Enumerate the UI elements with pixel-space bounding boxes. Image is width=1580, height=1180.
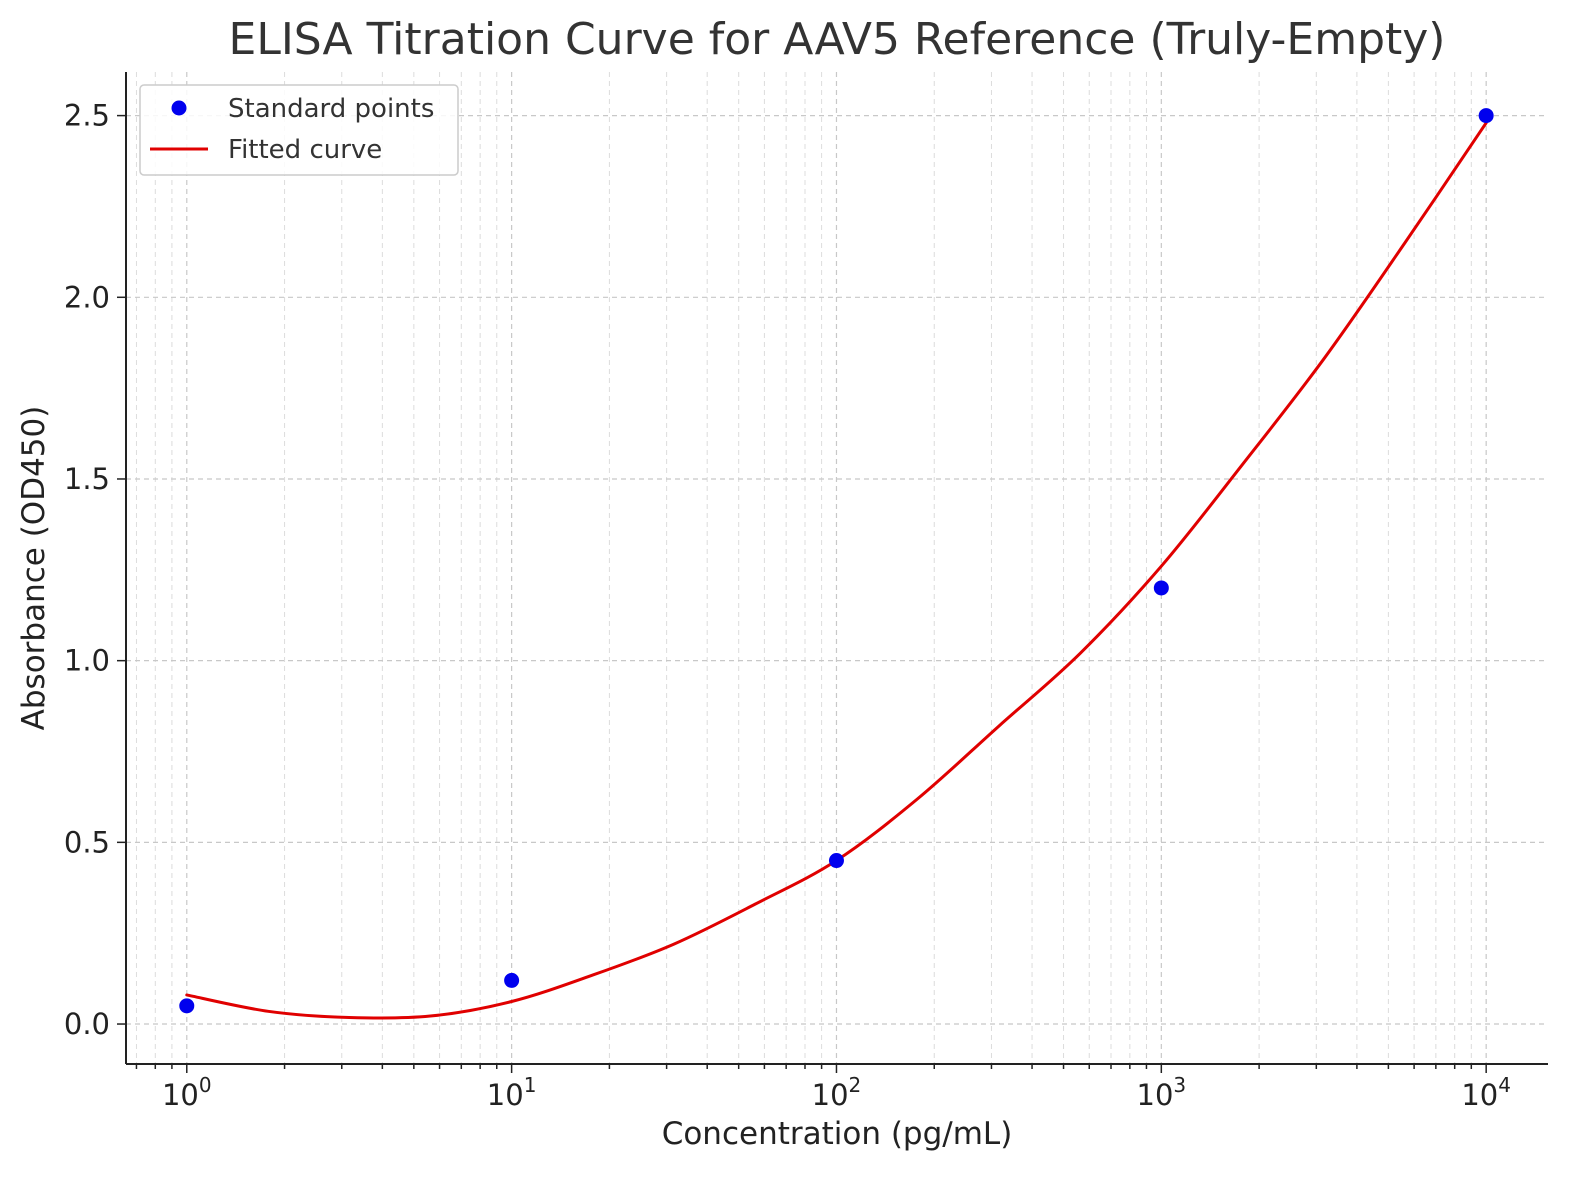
grid bbox=[126, 72, 1548, 1064]
legend-marker-icon bbox=[171, 100, 187, 116]
x-tick-label: 103 bbox=[1137, 1073, 1187, 1112]
y-tick-label: 0.5 bbox=[64, 825, 110, 859]
standard-point-marker bbox=[504, 972, 520, 988]
standard-point-marker bbox=[1153, 580, 1169, 596]
y-tick-label: 1.0 bbox=[64, 644, 110, 678]
y-tick-label: 2.5 bbox=[64, 99, 110, 133]
x-tick-label: 101 bbox=[487, 1073, 537, 1112]
standard-point-marker bbox=[1478, 108, 1494, 124]
x-tick-label: 102 bbox=[812, 1073, 862, 1112]
legend-box bbox=[139, 84, 459, 176]
standard-point-marker bbox=[179, 998, 195, 1014]
legend: Standard points Fitted curve bbox=[139, 84, 459, 176]
y-tick-label: 0.0 bbox=[64, 1007, 110, 1041]
legend-label-fitted-curve: Fitted curve bbox=[228, 135, 382, 165]
plot-area bbox=[179, 108, 1494, 1020]
x-tick-label: 104 bbox=[1461, 1073, 1511, 1112]
legend-label-standard-points: Standard points bbox=[228, 94, 434, 124]
x-axis-label: Concentration (pg/mL) bbox=[662, 1116, 1013, 1152]
fitted-curve-line bbox=[185, 121, 1488, 1020]
y-axis-label: Absorbance (OD450) bbox=[16, 406, 52, 731]
y-tick-label: 2.0 bbox=[64, 280, 110, 314]
ticks: 100 101 102 103 104 0.0 0.5 1.0 1.5 2.0 2.5 bbox=[64, 99, 1511, 1112]
chart-title: ELISA Titration Curve for AAV5 Reference… bbox=[229, 14, 1446, 65]
x-tick-label: 100 bbox=[162, 1073, 212, 1112]
y-tick-label: 1.5 bbox=[64, 462, 110, 496]
standard-point-marker bbox=[828, 853, 844, 869]
